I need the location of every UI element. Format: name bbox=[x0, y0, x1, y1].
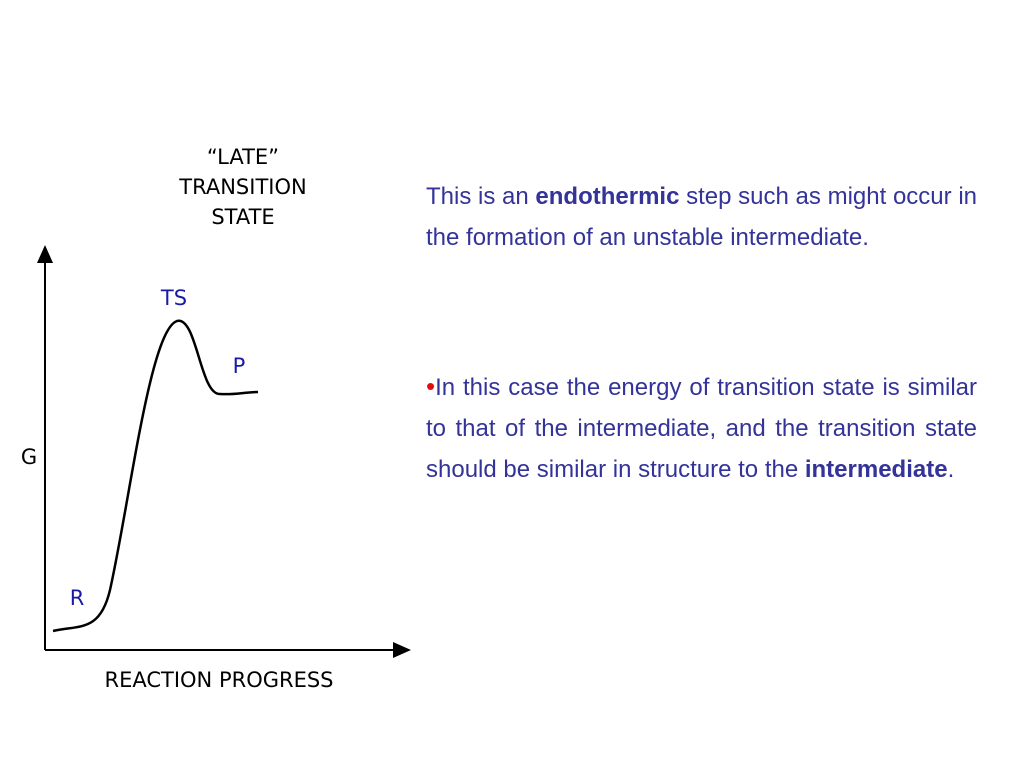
title-line: TRANSITION bbox=[178, 175, 306, 199]
paragraph: •In this case the energy of transition s… bbox=[426, 366, 977, 490]
text: . bbox=[947, 456, 955, 483]
energy-curve bbox=[52, 319, 259, 633]
bold-text: endothermic bbox=[535, 183, 680, 210]
p-label: P bbox=[233, 354, 246, 378]
text: In this case the energy of transition st… bbox=[426, 374, 977, 483]
r-label: R bbox=[70, 586, 85, 610]
ts-label: TS bbox=[160, 286, 187, 310]
x-axis-label: REACTION PROGRESS bbox=[104, 668, 333, 692]
paragraph: This is an endothermic step such as migh… bbox=[426, 176, 977, 258]
text: This is an bbox=[426, 183, 536, 210]
y-axis-label: G bbox=[21, 445, 37, 469]
text: step such as might occur in the formatio… bbox=[426, 183, 978, 251]
bullet: • bbox=[426, 371, 436, 401]
title-line: “LATE” bbox=[207, 145, 279, 169]
bold-text: intermediate bbox=[804, 456, 948, 483]
title-line: STATE bbox=[211, 205, 274, 229]
